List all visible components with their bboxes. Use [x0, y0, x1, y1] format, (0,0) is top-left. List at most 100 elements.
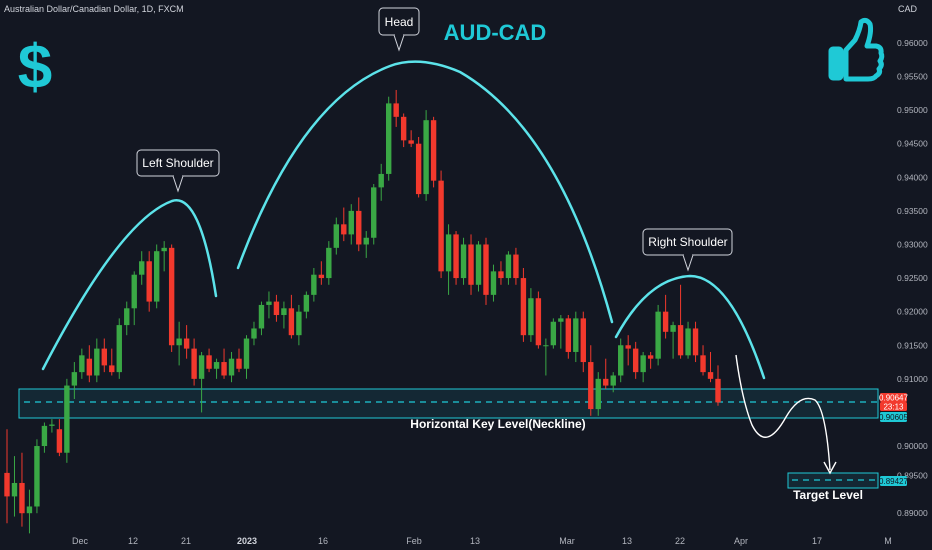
candle[interactable]: [109, 348, 115, 376]
candle[interactable]: [393, 89, 399, 127]
left-shoulder-callout[interactable]: Left Shoulder: [136, 149, 220, 193]
right-shoulder-arc[interactable]: [614, 274, 766, 380]
candle[interactable]: [468, 234, 474, 295]
candle[interactable]: [460, 237, 467, 285]
candle[interactable]: [558, 315, 564, 349]
head-arc[interactable]: [236, 60, 614, 324]
candle[interactable]: [707, 351, 714, 383]
candle[interactable]: [86, 345, 93, 383]
candle[interactable]: [273, 294, 280, 322]
candle[interactable]: [378, 163, 384, 201]
candle[interactable]: [632, 341, 639, 379]
candle[interactable]: [655, 304, 661, 366]
candle[interactable]: [281, 301, 287, 329]
candle[interactable]: [266, 291, 272, 319]
candle[interactable]: [573, 311, 579, 363]
candle[interactable]: [543, 338, 549, 376]
candle[interactable]: [483, 237, 489, 305]
neckline-price-tag[interactable]: 0.90605: [879, 412, 909, 422]
candle[interactable]: [131, 271, 137, 326]
candle[interactable]: [625, 335, 631, 366]
head-callout[interactable]: Head: [378, 7, 420, 52]
candle[interactable]: [520, 267, 527, 342]
candle[interactable]: [400, 113, 407, 148]
candle[interactable]: [303, 291, 310, 319]
candle[interactable]: [213, 358, 220, 379]
candle[interactable]: [258, 301, 265, 336]
neckline-zone[interactable]: [18, 388, 879, 419]
candle[interactable]: [26, 489, 33, 534]
candle[interactable]: [423, 110, 429, 201]
candle[interactable]: [198, 351, 205, 413]
projection-path[interactable]: [735, 354, 831, 471]
target-zone[interactable]: [787, 472, 879, 489]
candle[interactable]: [124, 301, 130, 336]
candle[interactable]: [139, 251, 145, 285]
candle[interactable]: [603, 358, 609, 389]
candle[interactable]: [550, 318, 557, 349]
candle[interactable]: [386, 96, 392, 181]
candle[interactable]: [288, 294, 295, 339]
current-price-tag[interactable]: 0.90647 23:13: [879, 393, 909, 412]
candle[interactable]: [49, 419, 55, 433]
x-axis[interactable]: Dec 12 21 2023 16 Feb 13 Mar 13 22 Apr 1…: [72, 536, 892, 546]
candle[interactable]: [341, 207, 347, 242]
candle[interactable]: [4, 429, 10, 524]
candle[interactable]: [618, 338, 624, 383]
candle[interactable]: [168, 244, 175, 352]
left-shoulder-arc[interactable]: [41, 199, 218, 371]
candle[interactable]: [662, 294, 669, 339]
candle[interactable]: [490, 264, 497, 302]
candle[interactable]: [79, 348, 85, 379]
candle[interactable]: [700, 345, 706, 376]
candle[interactable]: [580, 311, 586, 373]
candle[interactable]: [146, 251, 152, 312]
y-axis[interactable]: 0.96000 0.95500 0.95000 0.94500 0.94000 0.935…: [897, 38, 928, 518]
candle[interactable]: [101, 338, 107, 373]
candle[interactable]: [56, 419, 63, 457]
candle[interactable]: [408, 130, 414, 148]
candle[interactable]: [64, 378, 70, 463]
candle[interactable]: [610, 372, 616, 393]
candle[interactable]: [535, 291, 542, 349]
candle[interactable]: [640, 351, 646, 383]
candle[interactable]: [685, 321, 691, 359]
candle[interactable]: [153, 244, 160, 309]
right-shoulder-callout[interactable]: Right Shoulder: [642, 228, 733, 272]
candle[interactable]: [453, 231, 459, 285]
candle[interactable]: [475, 241, 482, 292]
candle[interactable]: [183, 325, 190, 359]
candle[interactable]: [296, 304, 302, 346]
candle[interactable]: [221, 348, 227, 379]
candle[interactable]: [116, 318, 122, 379]
candle[interactable]: [415, 136, 422, 198]
candle[interactable]: [243, 335, 250, 379]
candle[interactable]: [94, 338, 100, 383]
candle[interactable]: [528, 288, 534, 342]
candle[interactable]: [677, 284, 684, 359]
candle[interactable]: [176, 321, 182, 366]
candle[interactable]: [251, 321, 257, 346]
candle[interactable]: [228, 351, 235, 383]
candle[interactable]: [505, 251, 512, 285]
candle[interactable]: [513, 247, 519, 285]
candle[interactable]: [356, 197, 362, 252]
candle[interactable]: [41, 422, 48, 453]
candle[interactable]: [206, 348, 212, 373]
candle[interactable]: [588, 345, 594, 416]
candle[interactable]: [595, 372, 601, 416]
candle[interactable]: [565, 315, 572, 359]
candle[interactable]: [498, 261, 504, 285]
candle[interactable]: [333, 217, 339, 255]
candle[interactable]: [430, 116, 437, 188]
candle[interactable]: [692, 321, 699, 363]
target-price-tag[interactable]: 0.89500 0.89427: [879, 471, 928, 487]
candle[interactable]: [161, 241, 167, 272]
candle[interactable]: [348, 204, 354, 245]
candle[interactable]: [715, 365, 721, 406]
candle[interactable]: [326, 241, 332, 285]
candle[interactable]: [311, 267, 317, 302]
candle[interactable]: [647, 351, 654, 369]
candle[interactable]: [191, 338, 197, 386]
